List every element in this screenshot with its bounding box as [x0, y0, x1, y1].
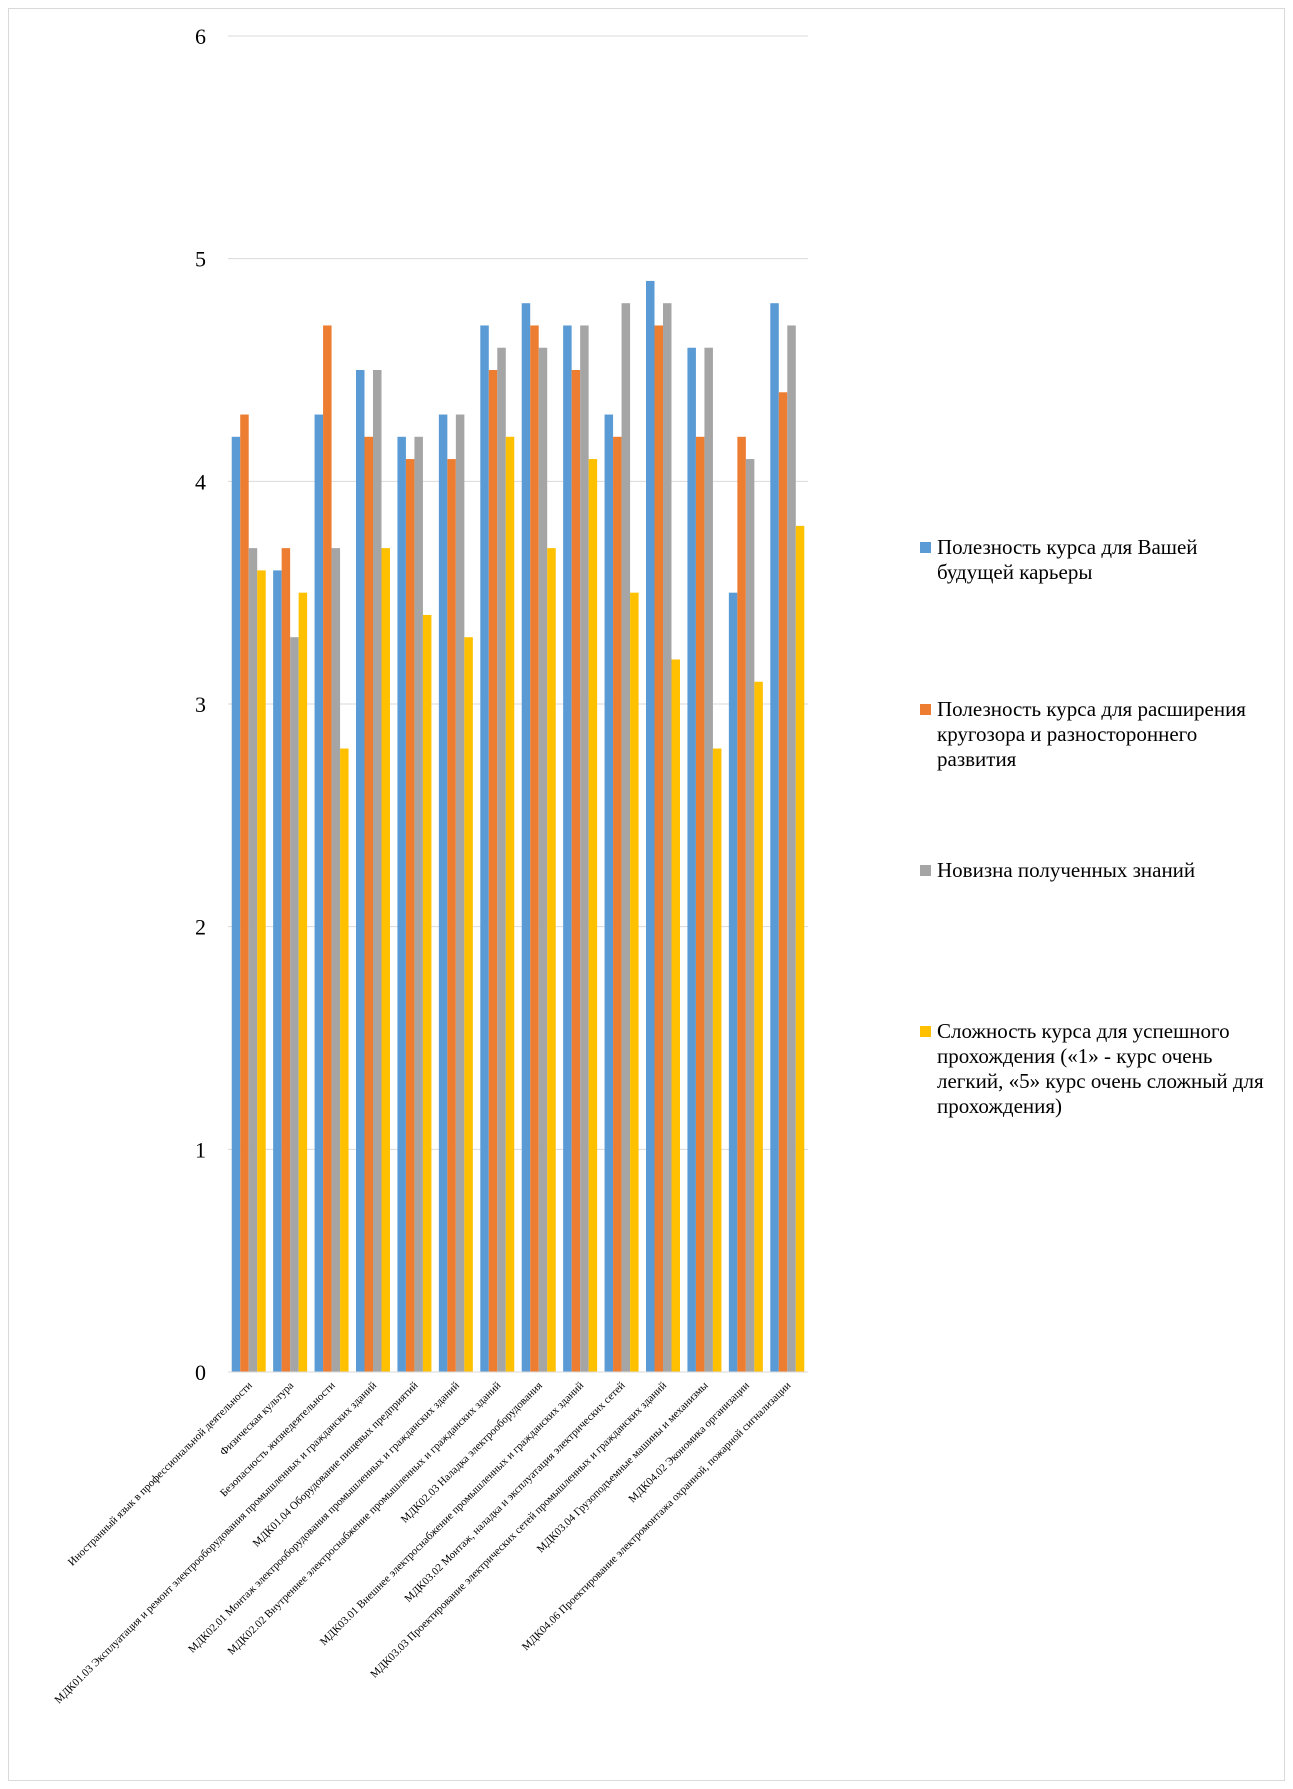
legend-item-difficulty: Сложность курса для успешного прохождени…	[920, 1019, 1270, 1119]
bar-series-4	[257, 570, 266, 1372]
bar-series-1	[728, 592, 738, 1372]
bar-series-3	[290, 637, 299, 1372]
bars	[231, 280, 805, 1373]
x-tick-label: МДК03.01 Внешнее электроснабжение промыш…	[318, 1380, 586, 1648]
bar-series-2	[323, 325, 332, 1372]
bar-series-1	[397, 436, 406, 1372]
y-tick-label: 2	[195, 915, 206, 940]
bar-series-4	[588, 459, 598, 1373]
bar-series-2	[447, 459, 456, 1373]
bar-series-2	[281, 548, 291, 1372]
bar-series-2	[488, 370, 498, 1372]
bar-series-2	[613, 436, 622, 1372]
x-tick-label: МДК04.06 Проектирование электромонтажа о…	[520, 1380, 794, 1654]
bar-series-1	[273, 570, 282, 1372]
bar-series-2	[240, 414, 249, 1372]
bar-series-1	[646, 280, 655, 1372]
bar-series-3	[248, 548, 258, 1372]
bar-series-1	[356, 370, 365, 1372]
bar-series-1	[480, 325, 489, 1372]
bar-series-1	[604, 414, 614, 1372]
bar-series-2	[654, 325, 663, 1372]
bar-series-1	[314, 414, 324, 1372]
legend-swatch-career	[920, 542, 931, 553]
legend-item-outlook: Полезность курса для расширения кругозор…	[920, 697, 1270, 772]
bar-series-4	[298, 592, 308, 1372]
bar-series-1	[521, 303, 531, 1373]
legend-item-career: Полезность курса для Вашей будущей карье…	[920, 535, 1270, 585]
bar-series-3	[373, 370, 382, 1372]
x-tick-label: МДК01.03 Эксплуатация и ремонт электрооб…	[53, 1380, 380, 1707]
legend-label-outlook: Полезность курса для расширения кругозор…	[937, 697, 1246, 771]
bar-series-2	[364, 436, 373, 1372]
bar-series-4	[340, 748, 349, 1372]
y-tick-label: 0	[195, 1360, 206, 1385]
bar-series-3	[704, 347, 713, 1372]
x-tick-label: Физическая культура	[218, 1380, 297, 1459]
y-tick-labels: 0 1 2 3 4 5 6	[195, 24, 206, 1385]
y-tick-label: 6	[195, 24, 206, 49]
bar-series-4	[505, 436, 515, 1372]
legend-label-difficulty: Сложность курса для успешного прохождени…	[937, 1019, 1264, 1118]
legend-swatch-novelty	[920, 865, 931, 876]
bar-series-4	[381, 548, 390, 1372]
chart-frame	[8, 8, 1285, 1781]
bar-series-3	[580, 325, 589, 1372]
bar-series-2	[695, 436, 705, 1372]
bar-series-4	[671, 659, 680, 1372]
y-tick-label: 1	[195, 1137, 206, 1162]
x-tick-label: МДК02.01 Монтаж электрооборудования пром…	[186, 1380, 462, 1656]
bar-series-2	[737, 436, 746, 1372]
legend-label-career: Полезность курса для Вашей будущей карье…	[937, 535, 1198, 584]
bar-series-2	[530, 325, 539, 1372]
legend-swatch-outlook	[920, 704, 931, 715]
y-tick-label: 4	[195, 469, 206, 494]
bar-series-1	[687, 347, 696, 1372]
legend-label-novelty: Новизна полученных знаний	[937, 858, 1196, 882]
legend-item-novelty: Новизна полученных знаний	[920, 858, 1270, 883]
bar-series-4	[422, 614, 432, 1372]
bar-series-3	[745, 459, 755, 1373]
bar-series-1	[770, 303, 779, 1373]
bar-series-2	[405, 459, 415, 1373]
bar-series-3	[455, 414, 465, 1372]
bar-series-3	[538, 347, 548, 1372]
bar-series-3	[663, 303, 672, 1373]
bar-series-4	[754, 681, 763, 1372]
x-tick-label: МДК02.02 Внутреннее электроснабжение про…	[226, 1380, 504, 1658]
bar-series-1	[438, 414, 448, 1372]
bar-series-1	[231, 436, 241, 1372]
bar-series-3	[787, 325, 796, 1372]
bar-series-3	[331, 548, 341, 1372]
bar-series-4	[795, 525, 805, 1372]
y-tick-label: 5	[195, 247, 206, 272]
bar-series-4	[464, 637, 473, 1372]
legend-swatch-difficulty	[920, 1026, 931, 1037]
bar-series-3	[621, 303, 631, 1373]
y-tick-label: 3	[195, 692, 206, 717]
bar-series-2	[778, 392, 788, 1372]
bar-series-2	[571, 370, 581, 1372]
bar-series-3	[414, 436, 423, 1372]
bar-series-1	[563, 325, 572, 1372]
bar-series-3	[497, 347, 506, 1372]
bar-series-4	[547, 548, 556, 1372]
x-tick-labels: Иностранный язык в профессиональной деят…	[53, 1379, 794, 1706]
bar-series-4	[630, 592, 639, 1372]
bar-series-4	[712, 748, 722, 1372]
